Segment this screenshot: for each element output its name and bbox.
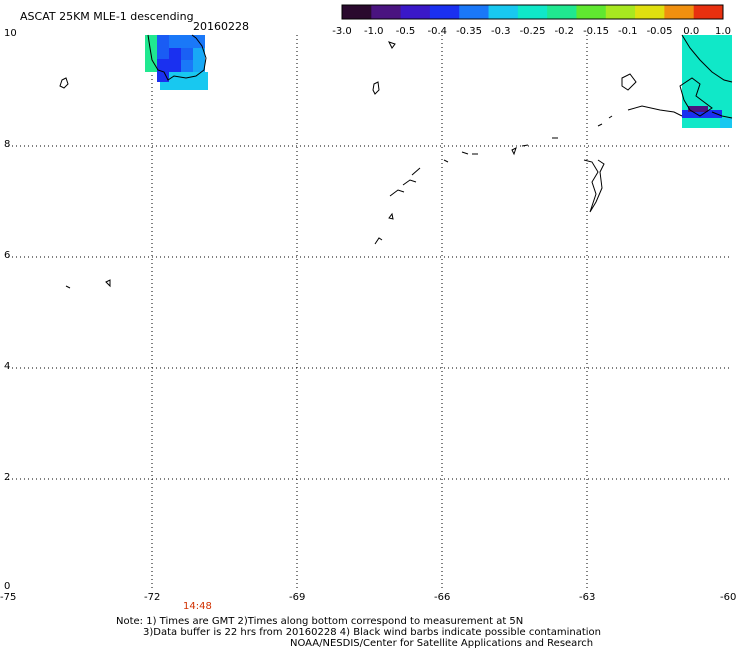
data-swath-northwest (145, 35, 208, 90)
colorbar-swatch (517, 5, 548, 19)
colorbar-swatch (693, 5, 724, 19)
note-line-1: Note: 1) Times are GMT 2)Times along bot… (116, 616, 524, 627)
time-marker: 14:48 (183, 601, 212, 612)
colorbar-swatch (605, 5, 636, 19)
y-tick-label: 2 (4, 472, 11, 483)
x-tick-label: -75 (0, 592, 17, 603)
colorbar-swatch (371, 5, 402, 19)
colorbar-tick-label: 0.0 (683, 26, 699, 37)
x-tick-label: -72 (144, 592, 161, 603)
colorbar: -3.0 -1.0 -0.5 -0.4 -0.35 -0.3 -0.25 -0.2 -0.15-… (332, 4, 731, 37)
colorbar-tick-label: -0.35 (456, 26, 482, 37)
colorbar-tick-label: -0.3 (491, 26, 511, 37)
x-tick-label: -69 (289, 592, 306, 603)
y-tick-label: 10 (4, 28, 17, 39)
colorbar-swatch (635, 5, 665, 19)
x-tick-label: -60 (720, 592, 737, 603)
colorbar-tick-label: -0.1 (618, 26, 638, 37)
plot-area (8, 35, 732, 590)
colorbar-tick-label: 1.0 (715, 26, 731, 37)
colorbar-swatch (664, 5, 695, 19)
chart-title: ASCAT 25KM MLE-1 descending (20, 10, 194, 23)
colorbar-frame (341, 4, 724, 20)
coastlines (59, 34, 733, 289)
colorbar-tick-label: -0.2 (554, 26, 574, 37)
y-tick-label: 6 (4, 250, 11, 261)
chart-date: 20160228 (193, 20, 249, 33)
data-swath-northeast (682, 35, 732, 128)
grid-lines (8, 35, 732, 590)
note-line-2: 3)Data buffer is 22 hrs from 20160228 4)… (143, 627, 601, 638)
x-tick-label: -66 (434, 592, 451, 603)
colorbar-swatch (547, 5, 577, 19)
colorbar-tick-label: -0.05 (647, 26, 673, 37)
colorbar-swatch (459, 5, 490, 19)
colorbar-swatch (576, 5, 607, 19)
note-line-3: NOAA/NESDIS/Center for Satellite Applica… (290, 638, 594, 649)
colorbar-swatch (342, 5, 372, 19)
colorbar-tick-label: -0.5 (396, 26, 416, 37)
colorbar-tick-label: -1.0 (364, 26, 384, 37)
colorbar-swatch (488, 5, 519, 19)
colorbar-tick-label: -0.4 (427, 26, 447, 37)
y-tick-label: 0 (4, 581, 11, 592)
colorbar-swatch (429, 5, 460, 19)
x-tick-label: -63 (579, 592, 596, 603)
colorbar-swatch (400, 5, 431, 19)
colorbar-tick-label: -0.25 (520, 26, 546, 37)
y-tick-label: 8 (4, 139, 11, 150)
y-tick-label: 4 (4, 361, 11, 372)
colorbar-tick-label: -0.15 (583, 26, 609, 37)
colorbar-tick-label: -3.0 (332, 26, 352, 37)
